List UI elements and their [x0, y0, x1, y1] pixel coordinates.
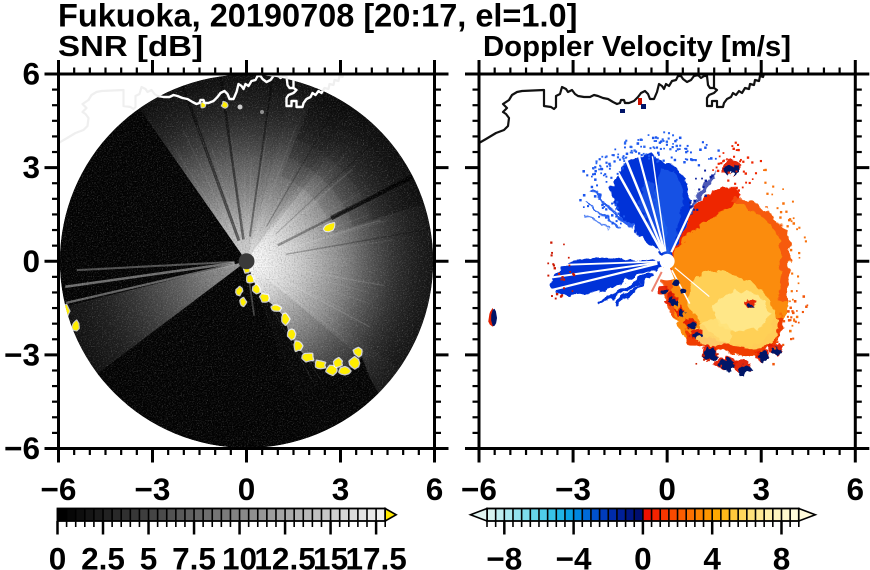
svg-text:2.5: 2.5: [81, 541, 125, 570]
svg-text:6: 6: [426, 471, 444, 507]
svg-text:3: 3: [332, 471, 350, 507]
svg-text:0: 0: [634, 541, 652, 570]
svg-text:0: 0: [49, 541, 67, 570]
svg-text:15: 15: [313, 541, 348, 570]
svg-text:7.5: 7.5: [172, 541, 216, 570]
svg-text:12.5: 12.5: [254, 541, 315, 570]
svg-text:−4: −4: [556, 541, 592, 570]
svg-text:10: 10: [222, 541, 257, 570]
svg-text:−6: −6: [461, 471, 497, 507]
svg-text:−6: −6: [41, 471, 77, 507]
svg-text:−6: −6: [4, 430, 40, 466]
svg-text:0: 0: [22, 243, 40, 279]
svg-text:6: 6: [847, 471, 865, 507]
svg-text:−3: −3: [4, 336, 40, 372]
svg-text:−8: −8: [486, 541, 522, 570]
svg-text:3: 3: [752, 471, 770, 507]
svg-text:0: 0: [658, 471, 676, 507]
svg-text:6: 6: [22, 56, 40, 92]
svg-text:17.5: 17.5: [345, 541, 406, 570]
svg-text:Fukuoka, 20190708 [20:17, el=1: Fukuoka, 20190708 [20:17, el=1.0]: [58, 0, 577, 34]
svg-text:8: 8: [773, 541, 791, 570]
svg-text:−3: −3: [135, 471, 171, 507]
svg-text:3: 3: [22, 149, 40, 185]
svg-text:0: 0: [238, 471, 256, 507]
svg-text:−3: −3: [555, 471, 591, 507]
svg-text:4: 4: [703, 541, 721, 570]
svg-text:5: 5: [140, 541, 158, 570]
svg-text:Doppler Velocity [m/s]: Doppler Velocity [m/s]: [483, 31, 791, 63]
svg-text:SNR [dB]: SNR [dB]: [58, 31, 203, 63]
